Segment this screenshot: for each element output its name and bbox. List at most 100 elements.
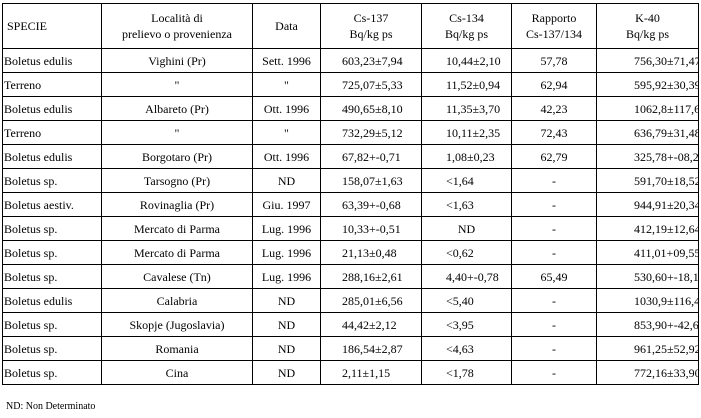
cell-cs137: 732,29±5,12 (320, 120, 422, 145)
cell-rapporto: 42,23 (511, 96, 597, 121)
cell-localita: Borgotaro (Pr) (101, 144, 253, 169)
cell-rapporto: - (511, 360, 597, 385)
header-specie: SPECIE (2, 3, 102, 49)
cell-data: ND (252, 336, 321, 361)
cell-data: Giu. 1997 (252, 192, 321, 217)
cell-data: ND (252, 312, 321, 337)
table-row: Boletus sp. Mercato di Parma Lug. 1996 21,1… (2, 240, 699, 265)
header-localita-line2: prelievo o provenienza (122, 27, 232, 41)
cell-rapporto: - (511, 288, 597, 313)
cell-localita: Cina (101, 360, 253, 385)
cell-k40: 412,19±12,64 (596, 216, 699, 241)
cell-localita: Skopje (Jugoslavia) (101, 312, 253, 337)
cell-cs137: 2,11±1,15 (320, 360, 422, 385)
header-rapporto-line2: Cs-137/134 (525, 27, 582, 41)
table-row: Boletus sp. Tarsogno (Pr) ND 158,07±1,63 <1,… (2, 168, 699, 193)
cell-cs137: 285,01±6,56 (320, 288, 422, 313)
table-row: Boletus edulis Calabria ND 285,01±6,56 <5,40… (2, 288, 699, 313)
cell-data: Ott. 1996 (252, 96, 321, 121)
table-row: Terreno " " 732,29±5,12 10,11±2,35 72,43 636,7… (2, 120, 699, 145)
cell-k40: 530,60+-18,14 (596, 264, 699, 289)
cell-specie: Boletus edulis (2, 288, 102, 313)
radioactivity-table: SPECIE Località di prelievo o provenienz… (2, 3, 699, 385)
cell-cs134: <5,40 (421, 288, 512, 313)
header-k40: K-40 Bq/kg ps (596, 3, 699, 49)
cell-cs134: <1,63 (421, 192, 512, 217)
cell-rapporto: - (511, 312, 597, 337)
cell-localita: Mercato di Parma (101, 240, 253, 265)
cell-cs137: 725,07±5,33 (320, 72, 422, 97)
cell-cs134: 11,35±3,70 (421, 96, 512, 121)
cell-data: Lug. 1996 (252, 264, 321, 289)
table-row: Boletus sp. Cavalese (Tn) Lug. 1996 288,16±… (2, 264, 699, 289)
cell-rapporto: - (511, 216, 597, 241)
cell-specie: Boletus edulis (2, 48, 102, 73)
table-row: Terreno " " 725,07±5,33 11,52±0,94 62,94 595,9… (2, 72, 699, 97)
cell-rapporto: 72,43 (511, 120, 597, 145)
cell-data: ND (252, 360, 321, 385)
cell-k40: 961,25±52,92 (596, 336, 699, 361)
table-row: Boletus aestiv. Rovinaglia (Pr) Giu. 1997 6… (2, 192, 699, 217)
cell-cs137: 603,23±7,94 (320, 48, 422, 73)
cell-specie: Boletus sp. (2, 168, 102, 193)
cell-k40: 591,70±18,52 (596, 168, 699, 193)
cell-localita: Cavalese (Tn) (101, 264, 253, 289)
header-cs134-line2: Bq/kg ps (444, 27, 488, 41)
cell-cs134: <1,78 (421, 360, 512, 385)
cell-localita: Mercato di Parma (101, 216, 253, 241)
cell-cs137: 44,42±2,12 (320, 312, 422, 337)
cell-data: Ott. 1996 (252, 144, 321, 169)
cell-k40: 853,90+-42,64 (596, 312, 699, 337)
cell-cs134: <3,95 (421, 312, 512, 337)
cell-localita: " (101, 72, 253, 97)
cell-cs134: 11,52±0,94 (421, 72, 512, 97)
header-localita: Località di prelievo o provenienza (101, 3, 253, 49)
cell-rapporto: 62,79 (511, 144, 597, 169)
header-row: SPECIE Località di prelievo o provenienz… (2, 3, 699, 49)
header-cs137-line2: Bq/kg ps (349, 27, 393, 41)
cell-specie: Terreno (2, 120, 102, 145)
cell-k40: 944,91±20,34 (596, 192, 699, 217)
cell-cs137: 288,16±2,61 (320, 264, 422, 289)
cell-data: " (252, 72, 321, 97)
cell-k40: 756,30±71,47 (596, 48, 699, 73)
cell-localita: Vighini (Pr) (101, 48, 253, 73)
cell-localita: Romania (101, 336, 253, 361)
cell-specie: Boletus edulis (2, 144, 102, 169)
cell-cs134: <1,64 (421, 168, 512, 193)
cell-rapporto: 62,94 (511, 72, 597, 97)
cell-k40: 636,79±31,48 (596, 120, 699, 145)
header-rapporto: Rapporto Cs-137/134 (511, 3, 597, 49)
cell-specie: Boletus aestiv. (2, 192, 102, 217)
header-data: Data (252, 3, 321, 49)
cell-cs137: 10,33+-0,51 (320, 216, 422, 241)
cell-cs134: 10,44±2,10 (421, 48, 512, 73)
header-cs137: Cs-137 Bq/kg ps (320, 3, 422, 49)
header-cs137-line1: Cs-137 (353, 11, 389, 25)
cell-k40: 411,01+09,55 (596, 240, 699, 265)
cell-cs137: 21,13±0,48 (320, 240, 422, 265)
cell-specie: Boletus sp. (2, 216, 102, 241)
cell-specie: Boletus sp. (2, 336, 102, 361)
cell-specie: Boletus sp. (2, 264, 102, 289)
header-cs134-line1: Cs-134 (449, 11, 484, 25)
cell-cs137: 63,39+-0,68 (320, 192, 422, 217)
table-row: Boletus sp. Mercato di Parma Lug. 1996 10,3… (2, 216, 699, 241)
cell-specie: Terreno (2, 72, 102, 97)
cell-rapporto: 57,78 (511, 48, 597, 73)
cell-rapporto: 65,49 (511, 264, 597, 289)
cell-localita: Tarsogno (Pr) (101, 168, 253, 193)
cell-k40: 325,78+-08,22 (596, 144, 699, 169)
cell-data: Sett. 1996 (252, 48, 321, 73)
cell-rapporto: - (511, 336, 597, 361)
header-localita-line1: Località di (151, 11, 203, 25)
cell-specie: Boletus sp. (2, 312, 102, 337)
table-row: Boletus edulis Albareto (Pr) Ott. 1996 490,… (2, 96, 699, 121)
cell-cs134: <0,62 (421, 240, 512, 265)
cell-k40: 595,92±30,39 (596, 72, 699, 97)
cell-localita: " (101, 120, 253, 145)
cell-specie: Boletus sp. (2, 360, 102, 385)
cell-cs137: 67,82+-0,71 (320, 144, 422, 169)
header-rapporto-line1: Rapporto (531, 11, 577, 25)
cell-rapporto: - (511, 168, 597, 193)
